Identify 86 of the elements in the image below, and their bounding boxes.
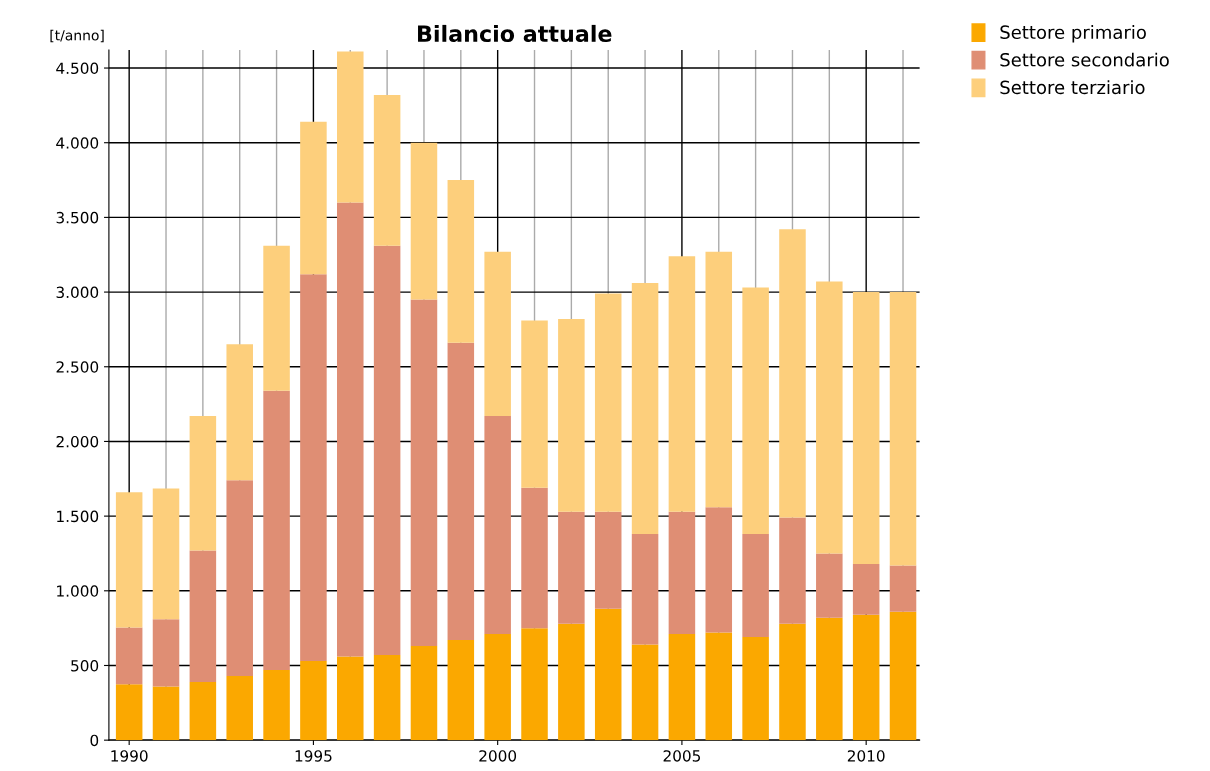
bar <box>779 623 806 741</box>
bar <box>300 661 327 741</box>
bar <box>594 293 622 512</box>
bar <box>889 611 917 741</box>
bar <box>300 274 327 661</box>
bar <box>889 292 917 566</box>
bar <box>594 608 622 741</box>
bar <box>668 256 696 512</box>
legend-label: Settore primario <box>1000 25 1146 43</box>
bar <box>447 342 475 641</box>
y-tick-label: 3.000 <box>56 286 99 299</box>
y-tick-label: 4.000 <box>56 137 99 149</box>
bar <box>852 292 880 564</box>
bar <box>631 534 659 645</box>
y-tick-label: 2.000 <box>56 435 99 448</box>
y-axis-title: [t/anno] <box>50 29 104 43</box>
y-tick-label: 1.000 <box>57 585 99 597</box>
bar <box>263 669 290 741</box>
bar <box>668 511 696 635</box>
bar <box>152 686 180 741</box>
bar <box>558 318 585 512</box>
x-tick-label: 2005 <box>663 750 701 762</box>
bar <box>410 646 438 741</box>
bar <box>852 614 880 741</box>
bar <box>410 299 438 647</box>
bar <box>779 517 806 624</box>
y-tick-label: 0 <box>90 734 99 747</box>
x-tick-label: 2010 <box>847 750 885 762</box>
bar <box>889 565 917 612</box>
bar <box>484 251 511 417</box>
bar <box>189 550 217 682</box>
bar <box>337 51 364 203</box>
bar <box>263 390 290 670</box>
x-tick-label: 1995 <box>295 750 332 762</box>
bar <box>152 619 180 687</box>
bar <box>816 281 843 554</box>
y-tick-label: 2.500 <box>56 361 99 373</box>
bar <box>521 628 548 741</box>
bar <box>521 320 548 488</box>
bar <box>263 245 290 391</box>
bar <box>521 487 548 629</box>
bar <box>852 563 880 615</box>
bar <box>410 142 438 300</box>
bar <box>373 655 401 741</box>
bar <box>668 634 696 741</box>
bar <box>447 180 475 343</box>
bar <box>742 534 769 638</box>
bar <box>742 287 769 535</box>
bar <box>705 251 733 508</box>
y-tick-label: 1.500 <box>57 510 99 523</box>
bar <box>115 492 143 628</box>
bar <box>447 640 475 741</box>
chart-title: Bilancio attuale <box>418 24 612 43</box>
bar <box>631 644 659 741</box>
bar <box>484 634 511 741</box>
legend-label: Settore secondario <box>1000 52 1169 67</box>
bar <box>558 511 585 624</box>
bar <box>189 416 217 551</box>
legend-label: Settore terziario <box>1000 80 1145 95</box>
bar <box>779 229 806 518</box>
bar <box>816 617 843 741</box>
bar <box>631 283 659 535</box>
bar <box>816 553 843 618</box>
bar <box>115 684 143 741</box>
bar <box>226 675 253 741</box>
bar <box>705 507 733 633</box>
bar <box>373 245 401 656</box>
bar <box>226 344 253 481</box>
bar <box>558 623 585 741</box>
bar <box>484 416 511 635</box>
bar <box>337 202 364 657</box>
bar <box>226 480 253 676</box>
y-tick-label: 500 <box>71 659 99 672</box>
bar <box>705 632 733 741</box>
bar <box>300 121 327 275</box>
bar <box>373 94 401 246</box>
bar <box>189 681 217 741</box>
bar <box>152 488 180 620</box>
bar <box>594 511 622 609</box>
bar <box>115 627 143 685</box>
x-tick-label: 2000 <box>479 750 517 762</box>
y-tick-label: 3.500 <box>56 211 99 224</box>
bar <box>742 637 769 741</box>
x-tick-label: 1990 <box>111 750 148 762</box>
bar <box>337 656 364 741</box>
y-tick-label: 4.500 <box>56 62 99 75</box>
